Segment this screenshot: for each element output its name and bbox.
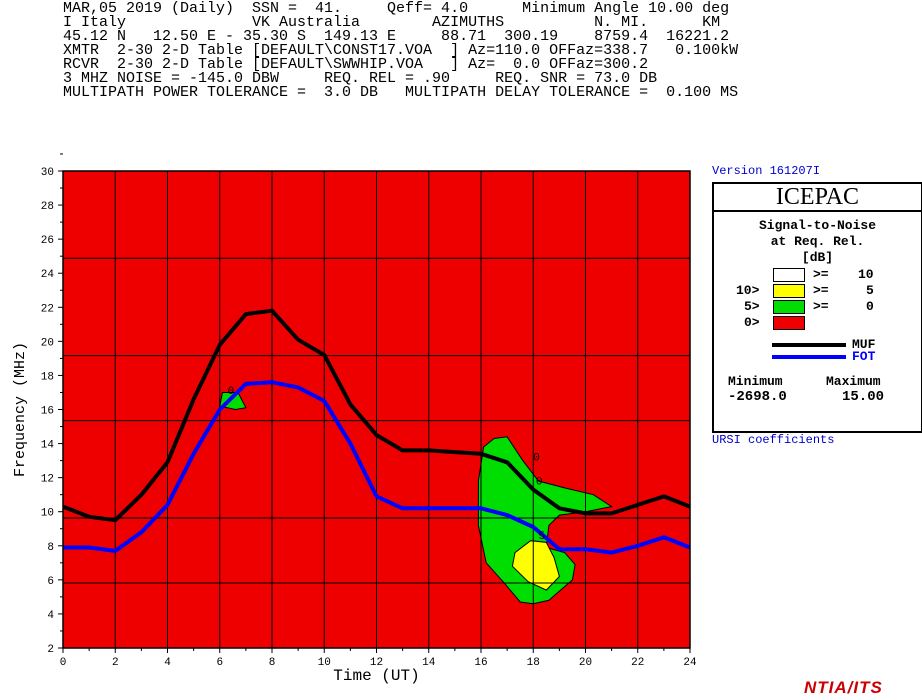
- header-line: XMTR 2-30 2-D Table [DEFAULT\CONST17.VOA…: [63, 42, 739, 59]
- y-tick-label: 20: [41, 337, 54, 349]
- contour-label: 0: [536, 476, 543, 488]
- version-label: Version 161207I: [712, 164, 821, 178]
- muf-line-swatch: [772, 343, 846, 347]
- x-tick-label: 22: [631, 657, 644, 669]
- y-tick-label: 28: [41, 201, 54, 213]
- y-tick-label: 18: [41, 371, 54, 383]
- fot-legend-label: FOT: [852, 349, 876, 364]
- fot-series-line: [63, 380, 691, 555]
- band-swatch-red: [773, 316, 805, 330]
- legend-unit: [dB]: [801, 250, 834, 265]
- y-tick-label: 26: [41, 235, 54, 247]
- band-prefix: 10>: [736, 283, 760, 298]
- ursi-coefficients-label: URSI coefficients: [712, 433, 835, 447]
- x-axis-label: Time (UT): [333, 667, 419, 685]
- band-prefix: 0>: [744, 315, 760, 330]
- y-tick-label: 10: [41, 508, 54, 520]
- y-tick-label: 16: [41, 406, 54, 418]
- y-tick-label: 8: [47, 542, 54, 554]
- x-tick-label: 12: [370, 657, 383, 669]
- x-tick-label: 0: [60, 657, 67, 669]
- contour-label: 0: [228, 386, 235, 398]
- band-swatch-green: [773, 300, 805, 314]
- band-swatch-yellow: [773, 284, 805, 298]
- band-op: >=: [813, 267, 829, 282]
- x-tick-label: 10: [318, 657, 331, 669]
- contour-label: 5: [538, 531, 545, 543]
- y-tick-label: 6: [47, 576, 54, 588]
- x-tick-label: 4: [164, 657, 171, 669]
- x-tick-label: 20: [579, 657, 592, 669]
- y-tick-label: 12: [41, 474, 54, 486]
- band-value: 10: [858, 267, 874, 282]
- band-value: 5: [866, 283, 874, 298]
- y-tick-label: 4: [47, 610, 54, 622]
- footer-logo-text: NTIA/ITS: [804, 678, 883, 697]
- legend-subtitle: at Req. Rel.: [770, 234, 865, 249]
- x-tick-label: 14: [422, 657, 436, 669]
- x-tick-label: 24: [683, 657, 697, 669]
- y-tick-label: 30: [41, 167, 54, 179]
- header-line: MULTIPATH POWER TOLERANCE = 3.0 DB MULTI…: [63, 84, 739, 101]
- x-tick-label: 18: [527, 657, 540, 669]
- legend-title: Signal-to-Noise: [758, 218, 877, 233]
- minimum-value: -2698.0: [728, 389, 787, 405]
- band-op: >=: [813, 299, 829, 314]
- x-tick-label: 8: [269, 657, 276, 669]
- maximum-label: Maximum: [826, 374, 881, 389]
- program-title: ICEPAC: [712, 182, 922, 212]
- band-op: >=: [813, 283, 829, 298]
- y-tick-label: 2: [47, 644, 54, 656]
- muf-series-line: [62, 308, 691, 523]
- header-line: RCVR 2-30 2-D Table [DEFAULT\SWWHIP.VOA …: [63, 56, 649, 73]
- band-value: 0: [866, 299, 874, 314]
- header-line: 45.12 N 12.50 E - 35.30 S 149.13 E 88.71…: [63, 28, 730, 45]
- muf-legend-label: MUF: [852, 337, 876, 352]
- y-axis-label: Frequency (MHz): [12, 342, 29, 477]
- x-tick-label: 2: [112, 657, 119, 669]
- minimum-label: Minimum: [728, 374, 783, 389]
- maximum-value: 15.00: [842, 389, 885, 405]
- y-tick-label: 22: [41, 303, 54, 315]
- prediction-header: MAR,05 2019 (Daily) SSN = 41. Qeff= 4.0 …: [63, 0, 739, 101]
- header-line: MAR,05 2019 (Daily) SSN = 41. Qeff= 4.0 …: [63, 0, 730, 17]
- fot-line-swatch: [772, 355, 846, 359]
- x-tick-label: 16: [474, 657, 487, 669]
- y-tick-label: 24: [41, 269, 55, 281]
- header-line: 3 MHZ NOISE = -145.0 DBW REQ. REL = .90 …: [63, 70, 658, 87]
- snr-contour-1: [511, 540, 560, 591]
- y-tick-label: 14: [41, 440, 55, 452]
- legend-panel: Signal-to-Noise at Req. Rel. [dB] >= 10 …: [712, 210, 922, 433]
- band-prefix: 5>: [744, 299, 760, 314]
- band-swatch-white: [773, 268, 805, 282]
- header-line: I Italy VK Australia AZIMUTHS N. MI. KM: [63, 14, 721, 31]
- x-tick-label: 6: [216, 657, 223, 669]
- contour-label: 0: [533, 453, 540, 465]
